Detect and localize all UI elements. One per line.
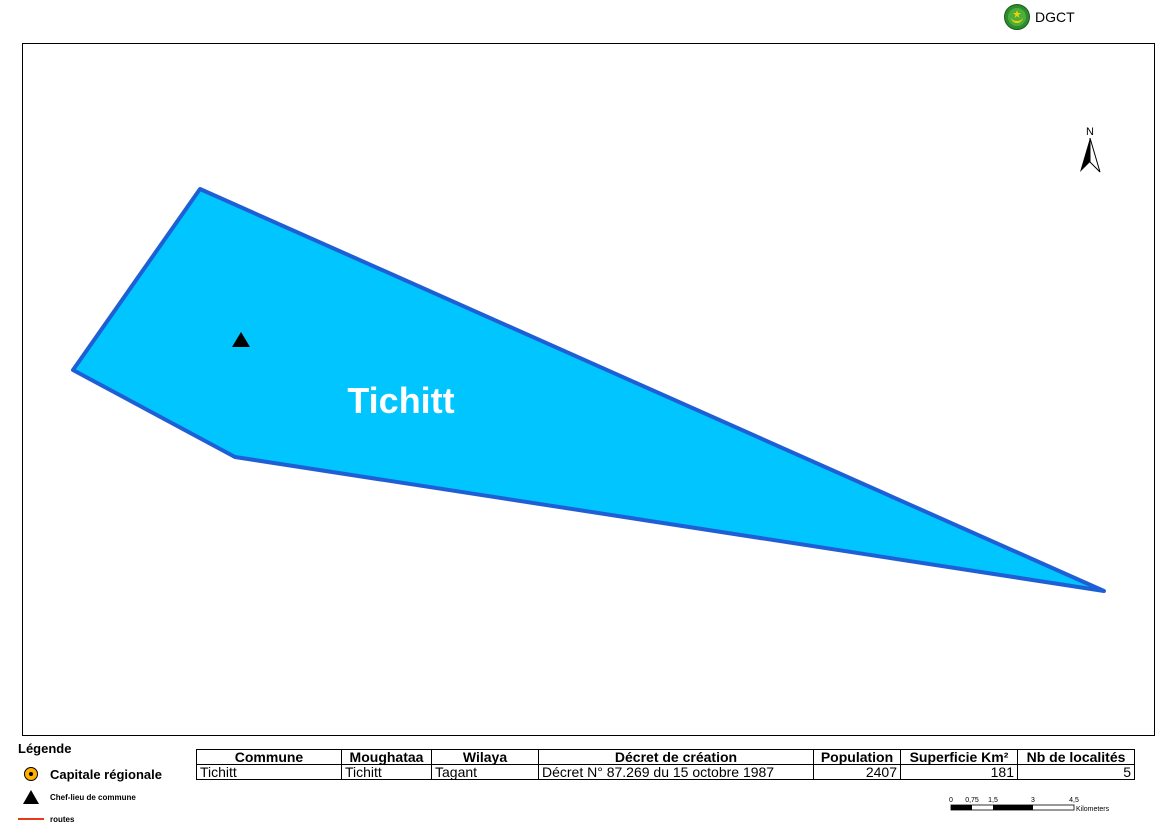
header-moughataa: Moughataa (341, 749, 432, 765)
cell-wilaya: Tagant (431, 764, 539, 780)
orange-circle-dot-icon (18, 766, 44, 782)
map-frame: Tichitt N (22, 43, 1155, 736)
map-canvas: Tichitt N (71, 126, 1106, 593)
header-superficie: Superficie Km² (900, 749, 1018, 765)
north-arrow-icon: N (1080, 126, 1101, 173)
table-header-row: Commune Moughataa Wilaya Décret de créat… (196, 749, 1135, 765)
scale-tick-0: 0 (949, 797, 953, 804)
cell-superficie: 181 (900, 764, 1018, 780)
commune-label: Tichitt (347, 380, 454, 421)
table-row: Tichitt Tichitt Tagant Décret N° 87.269 … (196, 764, 1135, 780)
legend-label: routes (50, 814, 75, 824)
cell-decret: Décret N° 87.269 du 15 octobre 1987 (538, 764, 814, 780)
cell-commune: Tichitt (196, 764, 342, 780)
legend-item-capitale: Capitale régionale (18, 766, 162, 782)
commune-info-table: Commune Moughataa Wilaya Décret de créat… (196, 749, 1135, 780)
north-label: N (1086, 126, 1094, 138)
cell-moughataa: Tichitt (341, 764, 432, 780)
legend-title: Légende (18, 741, 72, 756)
legend-item-routes: routes (18, 811, 74, 827)
header-decret: Décret de création (538, 749, 814, 765)
scale-tick-1: 0,75 (965, 797, 979, 804)
scale-tick-2: 1,5 (988, 797, 998, 804)
header-population: Population (813, 749, 901, 765)
legend-item-chef-lieu: Chef-lieu de commune (18, 789, 136, 805)
scale-tick-4: 4,5 (1069, 797, 1079, 804)
header-commune: Commune (196, 749, 342, 765)
chef-lieu-marker[interactable] (232, 332, 250, 347)
commune-polygon[interactable] (71, 187, 1106, 593)
cell-nb-localites: 5 (1017, 764, 1135, 780)
scale-tick-3: 3 (1031, 797, 1035, 804)
scale-bar: 0 0,75 1,5 3 4,5 Kilometers (949, 797, 1110, 813)
red-line-icon (18, 811, 44, 827)
scale-unit: Kilometers (1076, 806, 1110, 813)
logo-text: DGCT (1035, 9, 1075, 25)
legend-label: Capitale régionale (50, 766, 162, 782)
cell-population: 2407 (813, 764, 901, 780)
header-wilaya: Wilaya (431, 749, 539, 765)
mauritania-emblem-icon (1004, 4, 1030, 30)
black-triangle-icon (18, 789, 44, 805)
legend-label: Chef-lieu de commune (50, 792, 136, 802)
header-nb-localites: Nb de localités (1017, 749, 1135, 765)
